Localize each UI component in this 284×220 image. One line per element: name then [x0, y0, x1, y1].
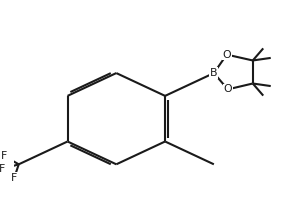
Text: F: F	[1, 151, 8, 161]
Text: F: F	[0, 164, 5, 174]
Text: F: F	[11, 173, 17, 183]
Text: O: O	[224, 84, 232, 94]
Text: O: O	[222, 50, 231, 60]
Text: B: B	[210, 68, 218, 78]
